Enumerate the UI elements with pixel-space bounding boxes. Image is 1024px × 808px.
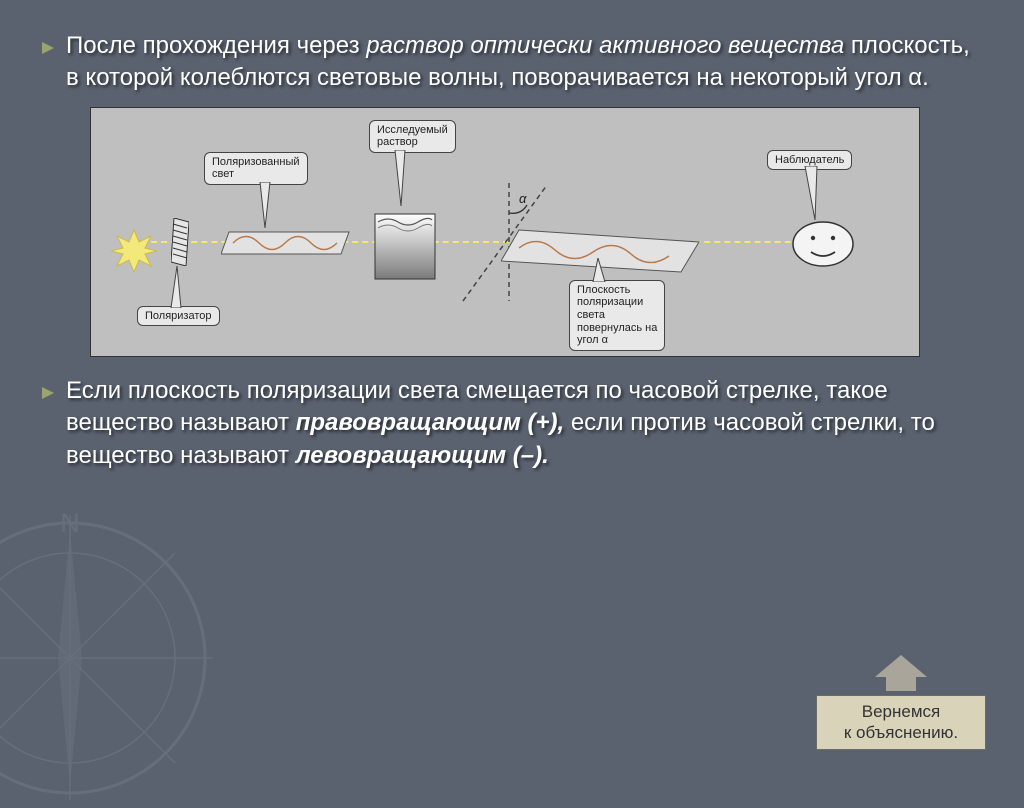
label-polarized-light: Поляризованный свет: [204, 152, 308, 185]
polarizer-icon: [171, 218, 189, 266]
bullet-2: Если плоскость поляризации света смещает…: [40, 375, 984, 472]
callout-tail-icon: [169, 266, 187, 308]
polarized-light-plane: [221, 226, 351, 260]
arrow-up-icon: [875, 655, 927, 677]
back-button-label: Вернемся к объяснению.: [816, 695, 986, 750]
bullet-2-text: Если плоскость поляризации света смещает…: [66, 375, 984, 472]
back-line2: к объяснению.: [844, 723, 958, 742]
bullet-triangle-icon: [40, 40, 56, 56]
solution-beaker-icon: [374, 206, 436, 280]
callout-tail-icon: [591, 258, 609, 282]
label-solution: Исследуемый раствор: [369, 120, 456, 153]
b2-em2: левовращающим (–).: [296, 442, 549, 469]
b1-em: раствор оптически активного вещества: [366, 32, 844, 59]
back-to-explanation-button[interactable]: Вернемся к объяснению.: [816, 655, 986, 750]
label-rotation: Плоскость поляризации света повернулась …: [569, 280, 665, 351]
arrow-stem: [886, 677, 916, 691]
bullet-1: После прохождения через раствор оптическ…: [40, 30, 984, 95]
compass-watermark: N: [0, 508, 220, 808]
angle-alpha-symbol: α: [519, 191, 527, 206]
bullet-triangle-icon: [40, 385, 56, 401]
back-line1: Вернемся: [862, 702, 940, 721]
b2-em1: правовращающим (+),: [296, 409, 564, 436]
callout-tail-icon: [391, 150, 411, 206]
svg-text:N: N: [60, 508, 80, 538]
polarization-diagram: α Поляризованный свет Исследуемый раство…: [90, 107, 920, 357]
bullet-1-text: После прохождения через раствор оптическ…: [66, 30, 984, 95]
callout-tail-icon: [801, 166, 823, 220]
callout-tail-icon: [256, 182, 276, 228]
label-polarizer: Поляризатор: [137, 306, 220, 327]
observer-face-icon: [791, 220, 855, 268]
light-source-icon: [111, 228, 157, 274]
b1-pre: После прохождения через: [66, 32, 366, 59]
